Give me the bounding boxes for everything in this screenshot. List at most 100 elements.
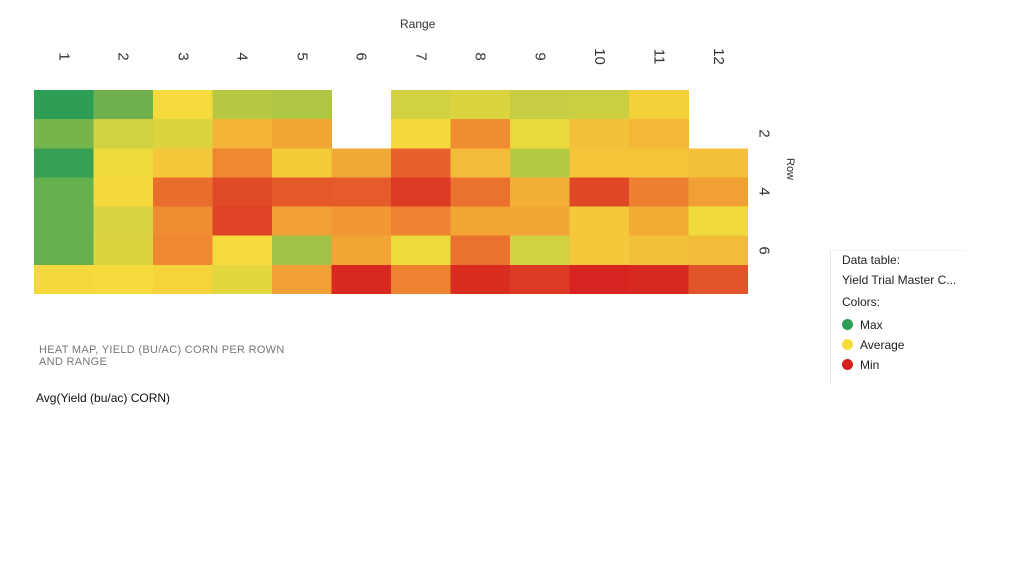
x-axis-title: Range [400, 17, 436, 31]
heatmap-cell-r1-c8[interactable] [450, 90, 511, 120]
max-color-swatch [842, 319, 853, 330]
heatmap-cell-r1-c5[interactable] [272, 90, 332, 120]
heatmap-cell-r6-c12[interactable] [688, 235, 749, 266]
legend-item-max[interactable]: Max [842, 317, 883, 333]
heatmap-cell-r3-c5[interactable] [272, 148, 332, 178]
heatmap-cell-r7-c11[interactable] [629, 264, 689, 294]
heatmap-cell-r7-c5[interactable] [272, 264, 332, 294]
heatmap-cell-r6-c6[interactable] [331, 235, 392, 266]
heatmap-cell-r1-c1[interactable] [34, 90, 94, 120]
chart-caption: HEAT MAP, YIELD (BU/AC) CORN PER ROWN AN… [39, 344, 285, 368]
heatmap-cell-r4-c8[interactable] [450, 177, 511, 208]
heatmap-cell-r4-c2[interactable] [93, 177, 154, 208]
heatmap-cell-r6-c3[interactable] [153, 235, 213, 266]
heatmap-cell-r6-c10[interactable] [569, 235, 630, 266]
y-tick-label: 2 [755, 129, 773, 138]
heatmap-cell-r5-c11[interactable] [629, 206, 689, 237]
heatmap-cell-r5-c8[interactable] [450, 206, 511, 237]
heatmap-cell-r1-c7[interactable] [391, 90, 451, 120]
heatmap-cell-r3-c9[interactable] [510, 148, 570, 178]
heatmap-cell-r2-c11[interactable] [629, 119, 689, 149]
heatmap-cell-r2-c4[interactable] [212, 119, 273, 149]
heatmap-cell-r7-c1[interactable] [34, 264, 94, 294]
x-axis-ticks: 1 2 3 4 5 6 7 8 9 10 11 12 [34, 48, 748, 84]
legend-item-label: Average [860, 338, 905, 352]
heatmap-cell-r5-c7[interactable] [391, 206, 451, 237]
heatmap-cell-r2-c7[interactable] [391, 119, 451, 149]
heatmap-cell-r5-c5[interactable] [272, 206, 332, 237]
heatmap-cell-r2-c2[interactable] [93, 119, 154, 149]
heatmap-cell-r6-c11[interactable] [629, 235, 689, 266]
legend-item-label: Min [860, 358, 880, 372]
heatmap-cell-r7-c4[interactable] [212, 264, 273, 294]
heatmap-cell-r2-c5[interactable] [272, 119, 332, 149]
heatmap-cell-r3-c7[interactable] [391, 148, 451, 178]
heatmap-cell-r1-c3[interactable] [153, 90, 213, 120]
measure-label: Avg(Yield (bu/ac) CORN) [36, 391, 171, 405]
heatmap-cell-r2-c9[interactable] [510, 119, 570, 149]
heatmap-cell-r3-c1[interactable] [34, 148, 94, 178]
legend-colors-label: Colors: [842, 295, 881, 309]
heatmap-cell-r2-c8[interactable] [450, 119, 511, 149]
heatmap-cell-r7-c8[interactable] [450, 264, 511, 294]
heatmap-grid[interactable] [34, 90, 748, 294]
heatmap-cell-r2-c10[interactable] [569, 119, 630, 149]
heatmap-cell-r3-c6[interactable] [331, 148, 392, 178]
heatmap-cell-r1-c10[interactable] [569, 90, 630, 120]
heatmap-cell-r6-c7[interactable] [391, 235, 451, 266]
heatmap-cell-r7-c12[interactable] [688, 264, 749, 294]
x-tick-label: 10 [590, 48, 608, 65]
heatmap-cell-r1-c9[interactable] [510, 90, 570, 120]
x-tick-label: 1 [55, 52, 73, 61]
heatmap-cell-r3-c11[interactable] [629, 148, 689, 178]
heatmap-cell-r3-c8[interactable] [450, 148, 511, 178]
heatmap-cell-r4-c12[interactable] [688, 177, 749, 208]
heatmap-cell-r5-c1[interactable] [34, 206, 94, 237]
heatmap-cell-r3-c2[interactable] [93, 148, 154, 178]
heatmap-cell-r7-c3[interactable] [153, 264, 213, 294]
heatmap-cell-r7-c10[interactable] [569, 264, 630, 294]
legend-item-min[interactable]: Min [842, 357, 879, 373]
heatmap-cell-r4-c10[interactable] [569, 177, 630, 208]
heatmap-cell-r6-c9[interactable] [510, 235, 570, 266]
legend-item-average[interactable]: Average [842, 337, 904, 353]
heatmap-cell-r3-c12[interactable] [688, 148, 749, 178]
heatmap-cell-r4-c4[interactable] [212, 177, 273, 208]
heatmap-cell-r5-c3[interactable] [153, 206, 213, 237]
heatmap-cell-r7-c9[interactable] [510, 264, 570, 294]
legend-table-name[interactable]: Yield Trial Master C... [842, 273, 957, 287]
heatmap-cell-r6-c4[interactable] [212, 235, 273, 266]
heatmap-cell-r6-c5[interactable] [272, 235, 332, 266]
heatmap-cell-r7-c7[interactable] [391, 264, 451, 294]
y-axis-ticks: 2 4 6 [755, 90, 790, 294]
heatmap-cell-r2-c1[interactable] [34, 119, 94, 149]
heatmap-cell-r5-c6[interactable] [331, 206, 392, 237]
heatmap-cell-r3-c10[interactable] [569, 148, 630, 178]
heatmap-cell-r3-c3[interactable] [153, 148, 213, 178]
heatmap-cell-r5-c9[interactable] [510, 206, 570, 237]
heatmap-cell-r6-c8[interactable] [450, 235, 511, 266]
heatmap-cell-r1-c2[interactable] [93, 90, 154, 120]
heatmap-cell-r4-c6[interactable] [331, 177, 392, 208]
heatmap-cell-r1-c11[interactable] [629, 90, 689, 120]
heatmap-cell-r5-c2[interactable] [93, 206, 154, 237]
heatmap-cell-r6-c1[interactable] [34, 235, 94, 266]
x-tick-label: 8 [471, 52, 489, 61]
heatmap-cell-r5-c12[interactable] [688, 206, 749, 237]
heatmap-cell-r4-c9[interactable] [510, 177, 570, 208]
heatmap-cell-r4-c7[interactable] [391, 177, 451, 208]
heatmap-cell-r3-c4[interactable] [212, 148, 273, 178]
heatmap-cell-r5-c10[interactable] [569, 206, 630, 237]
heatmap-cell-r1-c4[interactable] [212, 90, 273, 120]
heatmap-cell-r4-c3[interactable] [153, 177, 213, 208]
heatmap-cell-r6-c2[interactable] [93, 235, 154, 266]
color-legend[interactable]: Data table: Yield Trial Master C... Colo… [830, 250, 965, 383]
heatmap-cell-r4-c1[interactable] [34, 177, 94, 208]
x-tick-label: 5 [293, 52, 311, 61]
heatmap-cell-r2-c3[interactable] [153, 119, 213, 149]
heatmap-cell-r4-c11[interactable] [629, 177, 689, 208]
heatmap-cell-r4-c5[interactable] [272, 177, 332, 208]
heatmap-cell-r7-c2[interactable] [93, 264, 154, 294]
heatmap-cell-r7-c6[interactable] [331, 264, 392, 294]
heatmap-cell-r5-c4[interactable] [212, 206, 273, 237]
